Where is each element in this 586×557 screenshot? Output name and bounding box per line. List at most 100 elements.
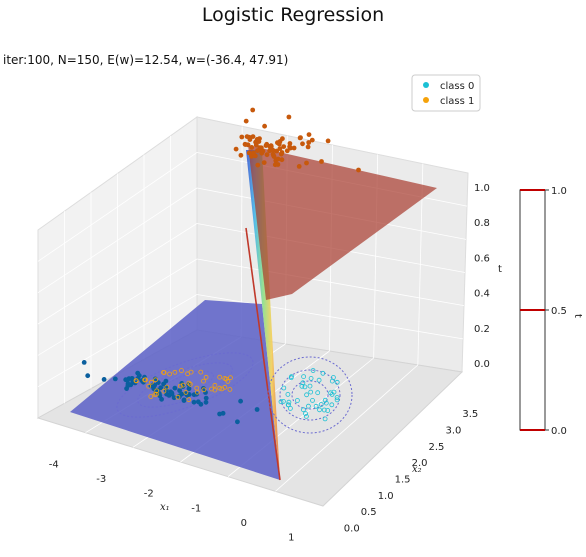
legend-class-1-label: class 1 xyxy=(440,96,474,107)
scatter-point-class-0 xyxy=(298,135,303,141)
floor-point-class-1 xyxy=(227,386,233,392)
x2-tick-label: 3.5 xyxy=(462,409,478,420)
t-tick-label: 0.2 xyxy=(474,324,490,335)
floor-point-class-1 xyxy=(148,394,154,399)
floor-point-class-0 xyxy=(308,375,314,381)
floor-point-class-0 xyxy=(299,383,305,389)
scatter-point-class-1 xyxy=(235,419,240,425)
scatter-point-class-1 xyxy=(177,388,183,393)
floor-point-class-1 xyxy=(227,375,233,381)
scatter-point-class-0 xyxy=(291,145,297,151)
floor-point-class-1 xyxy=(212,382,218,388)
floor-point-class-0 xyxy=(286,402,291,408)
scatter-point-class-0 xyxy=(279,157,285,163)
scatter-point-class-0 xyxy=(276,141,282,147)
floor-point-class-1 xyxy=(203,374,209,380)
legend: class 0 class 1 xyxy=(411,74,481,112)
decision-boundary-line xyxy=(245,227,281,481)
floor-point-class-1 xyxy=(146,383,152,389)
scatter-point-class-1 xyxy=(101,377,107,382)
floor-point-class-1 xyxy=(161,369,166,375)
x1-tick-label: -3 xyxy=(96,474,106,485)
scatter-point-class-0 xyxy=(254,137,260,142)
x2-tick-label: 1.0 xyxy=(378,491,394,502)
scatter-point-class-0 xyxy=(243,142,249,147)
scatter-point-class-0 xyxy=(238,152,244,158)
floor-point-class-0 xyxy=(334,379,340,385)
scatter-point-class-0 xyxy=(247,137,253,143)
scatter-point-class-1 xyxy=(158,385,164,391)
scatter-point-class-1 xyxy=(183,391,189,396)
scatter-point-class-1 xyxy=(198,401,204,407)
scatter-point-class-0 xyxy=(250,134,256,140)
scatter-point-class-1 xyxy=(161,381,167,387)
floor-point-class-1 xyxy=(153,377,159,383)
floor-point-class-0 xyxy=(308,389,314,395)
floor-point-class-0 xyxy=(307,383,313,389)
scatter-point-class-1 xyxy=(171,395,177,401)
floor-point-class-1 xyxy=(154,388,160,394)
x1-tick-labels: -4 -3 -2 -1 0 1 xyxy=(49,459,295,543)
scatter-point-class-0 xyxy=(255,162,261,168)
colorbar: 0.0 0.5 1.0 t xyxy=(519,186,583,437)
t-axis-label: t xyxy=(498,264,502,275)
floor-point-class-0 xyxy=(318,402,324,407)
floor-point-class-0 xyxy=(322,397,328,403)
floor-point-class-0 xyxy=(320,370,326,376)
x2-tick-label: 1.5 xyxy=(395,474,411,485)
floor-point-class-0 xyxy=(316,377,322,383)
scatter-point-class-0 xyxy=(253,142,259,148)
floor-point-class-0 xyxy=(315,390,321,396)
legend-class-0-marker xyxy=(423,82,429,88)
x2-tick-labels: 0.00.51.01.52.02.53.03.5 xyxy=(344,409,479,534)
t-tick-label: 0.4 xyxy=(474,289,490,300)
scatter-point-class-1 xyxy=(112,376,118,382)
scatter-point-class-1 xyxy=(220,410,226,416)
colorbar-tick-label: 1.0 xyxy=(551,186,567,197)
floor-point-class-1 xyxy=(187,381,193,387)
colorbar-label: t xyxy=(572,314,583,318)
colorbar-tick-labels: 0.0 0.5 1.0 xyxy=(545,186,567,437)
floor-point-class-1 xyxy=(217,385,223,391)
floor-point-class-0 xyxy=(310,368,316,373)
scatter-point-class-0 xyxy=(284,148,290,154)
scatter-point-class-0 xyxy=(270,147,276,153)
x1-tick-label: -4 xyxy=(49,459,59,470)
floor-point-class-0 xyxy=(300,407,306,413)
t-tick-label: 0.0 xyxy=(474,359,490,370)
scatter-point-class-1 xyxy=(168,391,174,396)
scatter-point-class-0 xyxy=(325,138,331,144)
scatter-point-class-0 xyxy=(309,137,315,143)
floor-point-class-0 xyxy=(286,399,292,405)
floor-point-class-1 xyxy=(186,397,192,403)
floor-point-class-1 xyxy=(217,374,223,380)
floor-point-class-0 xyxy=(278,399,284,405)
floor-point-class-0 xyxy=(334,397,340,403)
scatter-point-class-1 xyxy=(128,382,134,388)
t-tick-labels: 0.0 0.2 0.4 0.6 0.8 1.0 xyxy=(474,183,490,370)
scatter-point-class-0 xyxy=(251,150,256,156)
scatter-point-class-0 xyxy=(260,148,266,154)
floor-point-class-0 xyxy=(329,391,335,397)
floor-point-class-1 xyxy=(194,389,200,395)
scatter-points xyxy=(81,107,361,425)
scatter-point-class-1 xyxy=(135,376,141,381)
floor-point-class-1 xyxy=(198,369,204,375)
scatter-point-class-0 xyxy=(270,151,276,157)
floor-point-class-0 xyxy=(322,416,328,422)
scatter-point-class-0 xyxy=(306,140,312,145)
floor-point-class-0 xyxy=(288,375,294,381)
floor-point-class-0 xyxy=(313,403,319,409)
x2-axis-label: x₂ xyxy=(412,464,422,475)
scatter-point-class-0 xyxy=(275,156,281,162)
colorbar-tick-label: 0.0 xyxy=(551,426,567,437)
scatter-point-class-1 xyxy=(123,377,129,383)
x1-tick-label: 1 xyxy=(288,533,294,544)
floor-point-class-1 xyxy=(225,378,231,384)
scatter-point-class-0 xyxy=(287,144,292,150)
scatter-point-class-0 xyxy=(296,164,302,169)
floor-point-class-0 xyxy=(329,402,335,408)
floor-point-class-0 xyxy=(334,395,340,400)
scatter-point-class-0 xyxy=(249,145,255,150)
